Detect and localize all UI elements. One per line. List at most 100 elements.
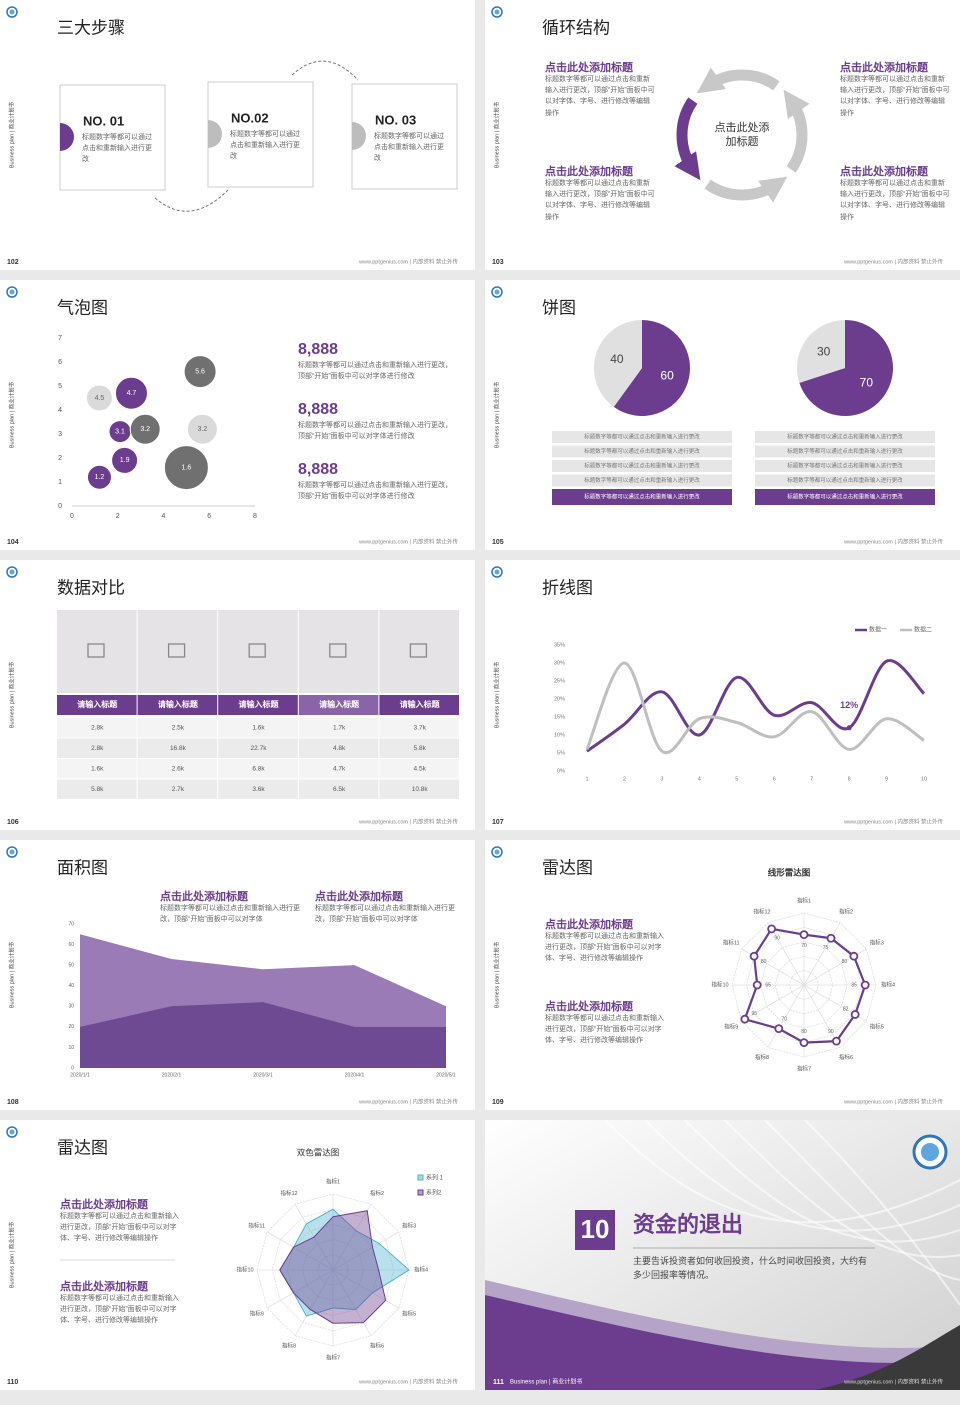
block-text: 标题数字等都可以通过点击和重新输入进行更改，顶部“开始”面板中可以对字体、字号、… — [545, 933, 664, 963]
list-text: 标题数字等都可以通过点击和重新输入进行更改 — [584, 476, 700, 484]
page-number: 111 — [493, 1379, 504, 1386]
y-tick-label: 5 — [58, 383, 62, 390]
list-text: 标题数字等都可以通过点击和重新输入进行更改 — [584, 432, 700, 440]
table-cell — [379, 738, 459, 758]
table-cell — [137, 738, 218, 758]
list-row — [552, 445, 732, 458]
block-text: 标题数字等都可以通过点击和重新输入进行更改，顶部“开始”面板中可以对字体、字号、… — [545, 1015, 664, 1045]
cell-text: 2.8k — [91, 725, 104, 732]
side-label: Business plan | 商业计划书 — [492, 101, 500, 168]
radar-spoke — [767, 922, 805, 986]
header-cell — [57, 695, 137, 715]
swoosh-line — [764, 1119, 960, 1281]
y-tick-label: 15% — [554, 714, 565, 720]
slide-title: 数据对比 — [57, 578, 125, 597]
slide: 三大步骤 Business plan | 商业计划书 102 www.pptgeniu… — [0, 0, 475, 270]
step-label: NO. 01 — [83, 113, 124, 128]
swoosh-line — [724, 1119, 960, 1258]
radar-category: 指标9 — [724, 1022, 738, 1030]
radar-value: 95 — [752, 1011, 758, 1017]
cell-text: 2.6k — [172, 766, 185, 773]
step-text-box: 标题数字等都可以通过点击和重新输入进行更改 — [230, 131, 300, 160]
radar-spoke — [803, 984, 841, 1048]
cycle-title: 点击此处添加标题 — [714, 122, 770, 149]
data-label: 12% — [840, 700, 858, 710]
radar-spoke — [266, 1269, 334, 1309]
list-row — [755, 431, 935, 443]
table-cell — [298, 759, 379, 779]
radar-value: 80 — [842, 959, 848, 965]
cell-text: 4.5k — [414, 766, 427, 773]
header-text: 请输入标题 — [400, 699, 441, 709]
logo-inner — [9, 849, 15, 855]
bubble — [86, 464, 112, 490]
pie-slice — [594, 320, 642, 407]
list-text: 标题数字等都可以通过点击和重新输入进行更改 — [787, 476, 903, 484]
x-tick-label: 2 — [116, 513, 120, 520]
radar-value: 75 — [823, 945, 829, 951]
step-text: 标题数字等都可以通过点击和重新输入进行更改 — [82, 134, 152, 164]
bubble — [114, 376, 148, 410]
page-number: 105 — [492, 539, 504, 546]
radar-category: 指标10 — [236, 1265, 253, 1273]
x-tick-label: 2020/2/1 — [162, 1072, 182, 1078]
step-label: NO. 03 — [375, 112, 416, 127]
radar-point — [799, 1038, 809, 1048]
bubble-label: 1.9 — [120, 457, 130, 464]
table-cell — [379, 718, 459, 738]
cell-text: 1.7k — [333, 725, 346, 732]
slide: 雷达图 Business plan | 商业计划书 109 www.pptgenius… — [485, 840, 960, 1110]
bubble — [129, 413, 161, 445]
y-tick-label: 25% — [554, 678, 565, 684]
x-tick-label: 2020/4/1 — [345, 1072, 365, 1078]
cell-text: 1.6k — [91, 766, 104, 773]
header-cell — [218, 695, 298, 715]
pie-label: 40 — [610, 352, 624, 366]
radar-category: 指标8 — [282, 1342, 296, 1350]
radar-point — [740, 1014, 750, 1024]
side-label: Business plan | 商业计划书 — [492, 381, 500, 448]
cell-text: 22.7k — [251, 745, 268, 752]
footer: www.pptgenius.com | 内部资料 禁止外传 — [843, 817, 943, 825]
table-cell — [57, 718, 137, 738]
step-marker — [352, 122, 366, 150]
image-placeholder — [379, 610, 459, 693]
point-marker — [846, 725, 852, 731]
x-tick-label: 4 — [162, 513, 166, 520]
radar-value: 65 — [765, 982, 771, 988]
logo-inner — [494, 9, 500, 15]
slide: 循环结构 Business plan | 商业计划书 103 www.pptgeniu… — [485, 0, 960, 270]
side-label: Business plan | 商业计划书 — [7, 941, 15, 1008]
side-label: Business plan | 商业计划书 — [492, 941, 500, 1008]
slide: 雷达图 Business plan | 商业计划书 110 www.pptgenius… — [0, 1120, 475, 1390]
footer: www.pptgenius.com | 内部资料 禁止外传 — [843, 1377, 943, 1385]
legend-label: 数据二 — [914, 626, 932, 634]
y-tick-label: 60 — [68, 942, 74, 948]
block-text: 标题数字等都可以通过点击和重新输入进行更改，顶部“开始”面板中可以对字体 — [315, 905, 455, 924]
bubble — [111, 446, 139, 474]
slide: 面积图 Business plan | 商业计划书 108 www.pptgenius… — [0, 840, 475, 1110]
radar-point — [752, 980, 762, 990]
block-text: 标题数字等都可以通过点击和重新输入进行更改，顶部“开始”面板中可以对字体 — [160, 905, 300, 924]
radar-point — [850, 1010, 860, 1019]
x-tick-label: 10 — [921, 776, 927, 782]
slide: 10 资金的退出主要告诉投资者如何收回投资，什么时间收回投资，大约有多少回报率等情… — [485, 1119, 960, 1390]
slide-title: 面积图 — [57, 858, 108, 877]
footer: www.pptgenius.com | 内部资料 禁止外传 — [843, 1097, 943, 1105]
footer: www.pptgenius.com | 内部资料 禁止外传 — [358, 257, 458, 265]
y-tick-label: 50 — [68, 962, 74, 968]
header-text: 请输入标题 — [77, 699, 118, 709]
section-text: 主要告诉投资者如何收回投资，什么时间收回投资，大约有多少回报率等情况。 — [633, 1256, 868, 1280]
bubble-label: 3.2 — [198, 426, 208, 433]
block-heading: 点击此处添加标题 — [545, 999, 634, 1013]
step-text-box: 标题数字等都可以通过点击和重新输入进行更改 — [82, 134, 152, 164]
side-label: Business plan | 商业计划书 — [7, 101, 15, 168]
stat-text-box: 标题数字等都可以通过点击和重新输入进行更改，顶部“开始”面板中可以对字体进行修改 — [298, 482, 452, 500]
swoosh-line — [684, 1119, 960, 1243]
slide-title: 雷达图 — [57, 1138, 108, 1157]
header-cell — [298, 695, 379, 715]
step-text: 标题数字等都可以通过点击和重新输入进行更改 — [374, 133, 444, 163]
image-placeholder — [218, 610, 298, 693]
table-cell — [218, 738, 298, 758]
